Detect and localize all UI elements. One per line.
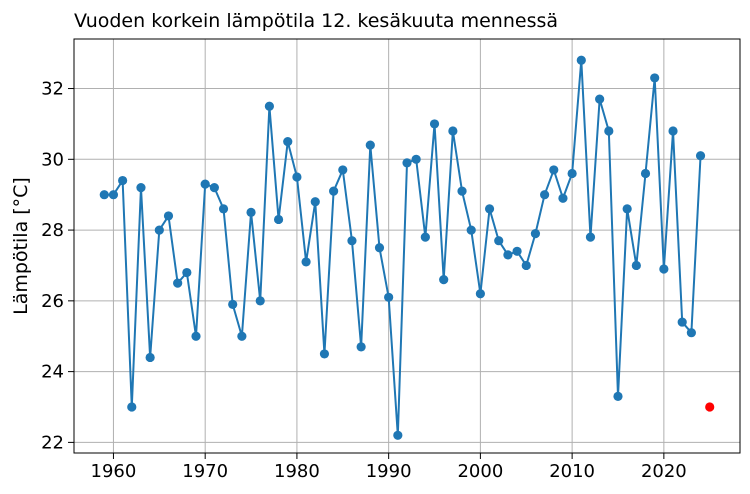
data-point xyxy=(384,292,394,302)
x-tick-label: 1990 xyxy=(366,461,412,482)
data-point xyxy=(108,190,119,200)
data-point xyxy=(154,225,164,235)
data-point xyxy=(650,73,660,83)
y-axis-label: Lämpötila [°C] xyxy=(10,177,32,315)
data-point xyxy=(439,275,449,285)
data-point xyxy=(420,232,430,242)
data-point xyxy=(191,331,201,341)
data-point xyxy=(631,260,641,271)
y-tick-label: 32 xyxy=(41,79,64,100)
data-point xyxy=(576,55,586,65)
data-point xyxy=(246,207,256,217)
series-line xyxy=(104,59,702,437)
data-point xyxy=(484,204,495,214)
data-point xyxy=(200,179,210,189)
y-tick-label: 26 xyxy=(41,291,64,312)
data-point xyxy=(228,299,238,309)
data-point xyxy=(640,168,651,179)
data-point xyxy=(402,158,412,168)
data-point xyxy=(118,175,128,186)
data-point xyxy=(585,232,596,242)
chart-title: Vuoden korkein lämpötila 12. kesäkuuta m… xyxy=(74,10,558,32)
x-tick-label: 1980 xyxy=(274,461,320,482)
grid xyxy=(74,39,740,453)
y-tick-label: 24 xyxy=(41,362,64,383)
data-point xyxy=(393,430,403,440)
data-point xyxy=(595,94,605,104)
data-point xyxy=(255,296,265,306)
data-point xyxy=(512,246,522,256)
data-point xyxy=(99,190,109,200)
data-point xyxy=(558,193,568,203)
data-point xyxy=(677,317,687,327)
data-point xyxy=(466,225,476,235)
plot-frame xyxy=(73,38,741,454)
axes: 1960 1970 1980 1990 2000 2010 2020 22 24 26 28 30 32 xyxy=(41,38,741,482)
x-tick-label: 1960 xyxy=(91,461,137,482)
series-layer xyxy=(99,55,715,440)
data-point xyxy=(567,168,577,179)
data-point xyxy=(668,126,678,136)
data-point xyxy=(613,391,623,401)
y-tick-label: 30 xyxy=(41,149,64,170)
data-point xyxy=(136,183,146,193)
data-point xyxy=(319,349,330,359)
data-point xyxy=(659,264,669,274)
data-point xyxy=(530,229,541,239)
data-point xyxy=(163,211,174,221)
data-point xyxy=(365,140,375,150)
data-point xyxy=(209,183,219,193)
data-point xyxy=(329,186,339,196)
data-point xyxy=(457,186,467,196)
data-point xyxy=(237,331,247,341)
y-tick-label: 28 xyxy=(41,220,64,241)
y-tick-label: 22 xyxy=(41,432,64,453)
data-point xyxy=(475,289,485,299)
data-point xyxy=(301,257,311,267)
data-point xyxy=(273,214,284,225)
data-point xyxy=(503,250,513,260)
data-point xyxy=(411,154,421,164)
data-point xyxy=(622,204,632,214)
data-point xyxy=(173,278,183,288)
x-tick-label: 1970 xyxy=(182,461,228,482)
data-point xyxy=(292,172,302,182)
data-point xyxy=(540,190,550,200)
data-point xyxy=(604,126,614,136)
data-point xyxy=(356,342,366,352)
data-point xyxy=(695,151,706,161)
data-point xyxy=(347,236,357,246)
data-point xyxy=(310,197,320,207)
data-point xyxy=(429,119,440,129)
data-point xyxy=(338,165,348,175)
data-point xyxy=(218,204,229,214)
data-point xyxy=(264,101,274,111)
x-tick-label: 2020 xyxy=(641,461,687,482)
highlight-point xyxy=(705,402,715,412)
x-tick-label: 2010 xyxy=(549,461,595,482)
x-tick-label: 2000 xyxy=(457,461,503,482)
data-point xyxy=(448,126,458,136)
data-point xyxy=(686,328,696,338)
data-point xyxy=(494,236,504,246)
data-point xyxy=(283,137,293,147)
data-point xyxy=(549,165,559,175)
data-point xyxy=(127,402,137,412)
data-point xyxy=(182,267,192,278)
data-point xyxy=(521,260,531,271)
data-point xyxy=(374,243,385,253)
data-point xyxy=(145,352,155,363)
